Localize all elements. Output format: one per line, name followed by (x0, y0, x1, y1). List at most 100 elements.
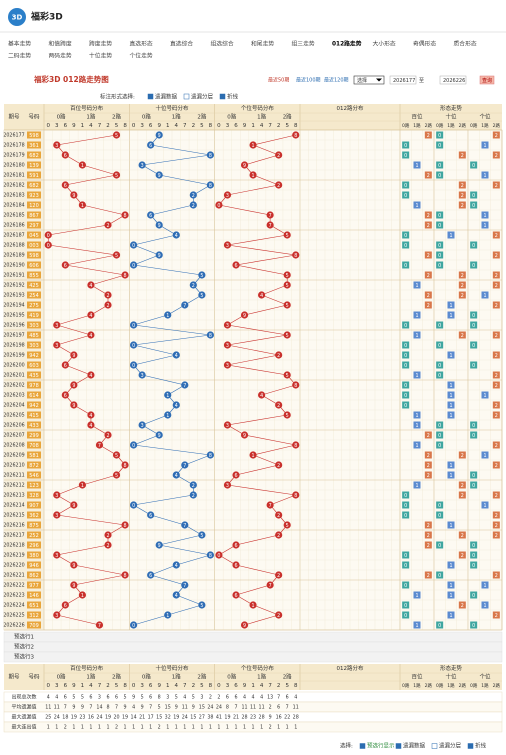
digit-ball (223, 481, 232, 489)
number: 709 (29, 623, 39, 629)
number: 362 (29, 513, 39, 519)
checkbox[interactable] (147, 93, 154, 100)
route-text: 0 (472, 313, 475, 319)
route-text: 2 (427, 303, 430, 309)
stats-value: 5 (158, 705, 161, 711)
number-cell (27, 581, 41, 589)
digit-ball (53, 321, 61, 329)
number-cell (27, 141, 41, 149)
digit-ball-text: 2 (277, 403, 280, 409)
digit-ball (70, 351, 78, 359)
number: 872 (29, 463, 39, 469)
select-box[interactable] (353, 75, 385, 85)
option-label: 折线 (227, 93, 239, 101)
checkbox[interactable] (183, 93, 190, 100)
route-cell (481, 211, 489, 219)
route-cell (413, 331, 421, 339)
number-cell (27, 201, 41, 209)
digit-ball-text: 2 (277, 153, 280, 159)
checkbox[interactable] (219, 93, 226, 100)
route-cell (447, 611, 455, 619)
stats-value: 1 (55, 725, 58, 731)
route-cell (481, 451, 489, 459)
digit-header: 7 (98, 683, 102, 689)
digit-ball-text: 9 (243, 433, 246, 439)
route-cell (447, 301, 455, 309)
stats-value: 4 (243, 695, 246, 701)
digit-ball-text: 6 (234, 593, 237, 599)
route-cell (492, 151, 500, 159)
checkbox[interactable] (395, 743, 402, 749)
issue: 2026179 (3, 153, 24, 159)
issue: 2026197 (3, 333, 24, 339)
route-text: 2 (495, 383, 498, 389)
trend-line (142, 414, 168, 426)
issue: 2026214 (3, 503, 24, 509)
number: 977 (29, 583, 39, 589)
trend-line (244, 154, 279, 166)
stats-value: 1 (72, 725, 75, 731)
digit-ball-text: 1 (81, 203, 84, 209)
issue: 2026218 (3, 543, 24, 549)
digit-ball-text: 3 (226, 193, 229, 199)
route-cell (492, 131, 500, 139)
digit-ball-text: 2 (277, 183, 280, 189)
route-cell (424, 571, 432, 579)
stats-value: 11 (45, 705, 51, 711)
stats-value: 25 (45, 715, 51, 721)
checkbox[interactable] (467, 743, 474, 749)
digit-header: 3 (226, 123, 230, 129)
route-text: 2 (495, 413, 498, 419)
form-route-header: 0路 (470, 682, 478, 689)
digit-ball (189, 481, 197, 489)
checkbox[interactable] (359, 743, 366, 749)
digit-header: 2 (192, 683, 196, 689)
trend-line (65, 254, 117, 266)
number: 942 (29, 353, 39, 359)
digit-header: 2 (277, 683, 281, 689)
route-cell (402, 551, 410, 559)
from-input[interactable] (389, 75, 417, 85)
issue: 2026208 (3, 443, 24, 449)
route-cell (402, 231, 410, 239)
number: 435 (29, 373, 39, 379)
digit-ball-text: 4 (175, 473, 178, 479)
route-text: 2 (495, 523, 498, 529)
trend-line (150, 564, 177, 576)
checkbox[interactable] (431, 743, 438, 749)
number-cell (27, 531, 41, 539)
stats-label: 出现总次数 (11, 694, 36, 701)
route-cell (458, 281, 466, 289)
stats-value: 1 (234, 725, 237, 731)
stats-value: 2 (115, 725, 118, 731)
nav-link: 012路走势 (332, 40, 362, 48)
nav-link: 直选形态 (130, 40, 153, 48)
query-button[interactable] (479, 75, 495, 85)
stats-value: 1 (175, 725, 178, 731)
digit-ball-text: 1 (81, 593, 84, 599)
stats-value: 19 (173, 715, 179, 721)
digit-ball (53, 511, 61, 519)
trend-line (82, 204, 126, 216)
route-text: 0 (404, 343, 407, 349)
digit-ball (223, 361, 232, 369)
number: 415 (29, 413, 39, 419)
number: 045 (29, 233, 39, 239)
route-cell (436, 261, 444, 269)
stats-value: 6 (64, 695, 67, 701)
route-text: 2 (461, 333, 464, 339)
route-text: 2 (427, 433, 430, 439)
preselect-label: 预选行3 (14, 653, 35, 661)
digit-header: 4 (89, 683, 93, 689)
number-cell (27, 151, 41, 159)
stats-value: 11 (259, 705, 265, 711)
to-input[interactable] (439, 75, 467, 85)
digit-header: 1 (81, 683, 85, 689)
route-text: 0 (404, 233, 407, 239)
digit-ball (129, 361, 138, 369)
nav-link: 直选综合 (170, 40, 193, 48)
trend-line (133, 314, 168, 326)
digit-ball-text: 8 (294, 493, 297, 499)
digit-header: 2 (277, 123, 281, 129)
digit-ball (121, 271, 129, 279)
